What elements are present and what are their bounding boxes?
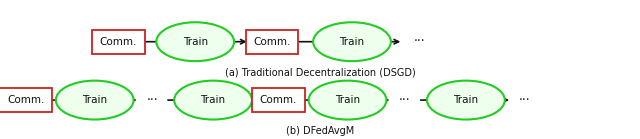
Text: Comm.: Comm. [7, 95, 44, 105]
Text: Train: Train [335, 95, 360, 105]
Text: ···: ··· [519, 94, 531, 107]
Text: Comm.: Comm. [253, 37, 291, 47]
Text: Comm.: Comm. [100, 37, 137, 47]
Ellipse shape [174, 81, 252, 120]
Ellipse shape [427, 81, 505, 120]
Text: Comm.: Comm. [260, 95, 297, 105]
FancyBboxPatch shape [246, 30, 298, 54]
Text: (b) DFedAvgM: (b) DFedAvgM [286, 126, 354, 136]
FancyBboxPatch shape [252, 88, 305, 112]
Text: ···: ··· [399, 94, 411, 107]
Ellipse shape [308, 81, 387, 120]
FancyBboxPatch shape [0, 88, 52, 112]
Ellipse shape [56, 81, 134, 120]
Ellipse shape [156, 22, 234, 61]
FancyBboxPatch shape [92, 30, 145, 54]
Text: Train: Train [453, 95, 479, 105]
Text: Train: Train [200, 95, 226, 105]
Text: ···: ··· [147, 94, 158, 107]
Ellipse shape [313, 22, 391, 61]
Text: Train: Train [82, 95, 108, 105]
Text: ···: ··· [413, 35, 425, 48]
Text: Train: Train [182, 37, 208, 47]
Text: Train: Train [339, 37, 365, 47]
Text: (a) Traditional Decentralization (DSGD): (a) Traditional Decentralization (DSGD) [225, 67, 415, 77]
